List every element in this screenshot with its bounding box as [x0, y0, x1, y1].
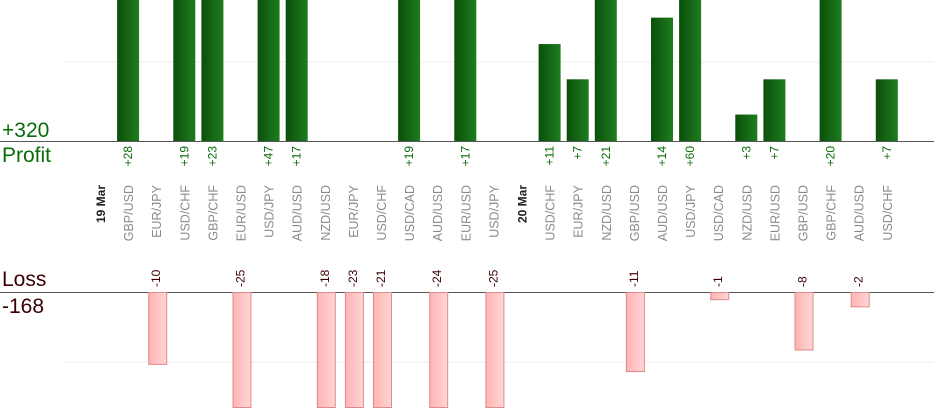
profit-bar	[285, 0, 308, 141]
category-label: AUD/USD	[853, 185, 867, 241]
profit-bar	[454, 0, 477, 141]
category-label: USD/CHF	[881, 185, 895, 241]
loss-data-label: -21	[374, 269, 388, 287]
loss-data-label: -25	[486, 269, 500, 287]
category-label: NZD/USD	[319, 185, 333, 241]
profit-data-label: +47	[262, 146, 276, 167]
category-label: GBP/USD	[122, 185, 136, 241]
category-label: USD/CHF	[178, 185, 192, 241]
profit-data-label: +17	[458, 146, 472, 167]
loss-data-label: -1	[711, 276, 725, 287]
loss-bar	[344, 292, 364, 408]
category-label: USD/CHF	[375, 185, 389, 241]
loss-data-label: -24	[430, 269, 444, 287]
loss-data-label: -25	[234, 269, 248, 287]
profit-bar	[875, 79, 898, 141]
category-label: GBP/USD	[797, 185, 811, 241]
loss-bar	[373, 292, 392, 408]
date-label: 20 Mar	[516, 185, 530, 223]
profit-data-label: +7	[767, 146, 781, 160]
loss-bar	[485, 292, 505, 408]
category-label: EUR/JPY	[572, 184, 586, 237]
loss-data-label: -11	[627, 270, 641, 287]
profit-data-label: +7	[571, 146, 585, 160]
category-label: EUR/USD	[459, 185, 473, 241]
category-label: GBP/CHF	[825, 185, 839, 241]
category-label: EUR/JPY	[150, 184, 164, 237]
category-label: USD/JPY	[487, 184, 501, 237]
category-label: USD/JPY	[684, 184, 698, 237]
category-label: AUD/USD	[656, 185, 670, 241]
profit-bar	[819, 0, 842, 141]
loss-bar	[850, 292, 870, 308]
profit-label: Profit	[2, 144, 52, 167]
category-label: EUR/JPY	[347, 184, 361, 237]
profit-bar	[117, 0, 140, 141]
profit-bar	[763, 79, 786, 141]
category-label: EUR/USD	[235, 185, 249, 241]
profit-data-label: +19	[177, 146, 191, 167]
loss-total: -168	[2, 295, 45, 318]
category-label: USD/JPY	[263, 184, 277, 237]
loss-data-label: -10	[149, 269, 163, 287]
loss-bar	[625, 292, 645, 373]
loss-bar	[794, 292, 814, 351]
profit-data-label: +60	[683, 146, 697, 167]
profit-bar	[594, 0, 617, 141]
profit-bar	[735, 114, 758, 141]
category-label: GBP/USD	[628, 185, 642, 241]
category-label: AUD/USD	[291, 185, 305, 241]
category-label: NZD/USD	[600, 185, 614, 241]
loss-data-label: -18	[318, 269, 332, 287]
profit-data-label: +21	[599, 146, 613, 167]
profit-data-label: +19	[402, 146, 416, 167]
date-label: 19 Mar	[94, 185, 108, 223]
profit-data-label: +7	[880, 146, 894, 160]
profit-bar	[173, 0, 196, 141]
profit-bar	[679, 0, 702, 141]
profit-bar	[398, 0, 421, 141]
loss-data-label: -23	[346, 269, 360, 287]
loss-bar	[232, 292, 252, 408]
loss-bar	[710, 292, 730, 301]
category-label: GBP/CHF	[206, 185, 220, 241]
profit-total: +320	[2, 119, 50, 142]
profit-bar	[538, 44, 561, 141]
profit-data-label: +20	[824, 146, 838, 167]
profit-bar	[201, 0, 224, 141]
profit-bar	[651, 17, 673, 141]
loss-bar	[429, 292, 449, 408]
category-label: USD/CAD	[403, 185, 417, 241]
category-label: AUD/USD	[431, 185, 445, 241]
loss-data-label: -8	[796, 276, 810, 287]
category-label: USD/CAD	[712, 185, 726, 241]
profit-data-label: +3	[739, 146, 753, 160]
profit-bar	[257, 0, 280, 141]
loss-label: Loss	[2, 268, 47, 291]
profit-data-label: +11	[543, 146, 557, 166]
loss-bar	[316, 292, 336, 408]
loss-data-label: -2	[852, 276, 866, 287]
profit-bar	[566, 79, 589, 141]
category-label: EUR/USD	[768, 185, 782, 241]
category-label: NZD/USD	[740, 185, 754, 241]
profit-data-label: +28	[121, 146, 135, 167]
profit-data-label: +23	[205, 146, 219, 167]
loss-bar	[148, 292, 168, 365]
category-label: USD/CHF	[544, 185, 558, 241]
profit-data-label: +17	[290, 146, 304, 167]
profit-data-label: +14	[655, 146, 669, 167]
